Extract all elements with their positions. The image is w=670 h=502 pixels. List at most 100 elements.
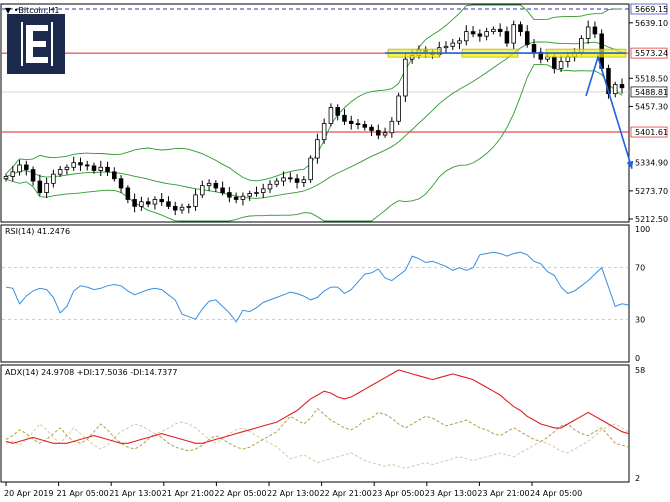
rsi-tick-label: 100 [635,225,650,234]
candle-body [524,31,530,45]
adx-label: ADX(14) 24.9708 +DI:17.5036 -DI:14.7377 [5,368,177,377]
time-tick-label: 23 Apr 13:00 [425,489,477,498]
symbol-label: ▼ •Bitcoin,H1 [5,6,60,15]
candle-body [125,187,131,200]
plus-di-line [5,407,629,452]
candle-body [342,114,347,122]
candle-body [403,58,408,97]
adx-tick-label: 2 [635,474,640,483]
level-label-box [630,3,668,15]
candle-body [538,51,544,60]
candle-body [247,193,252,197]
time-tick-label: 20 Apr 2019 [4,489,53,498]
bollinger-middle-band [5,41,623,199]
time-tick-label: 21 Apr 13:00 [109,489,161,498]
time-tick-label: 23 Apr 05:00 [372,489,424,498]
candle-body [376,130,381,136]
forecast-arrow-head [626,160,634,169]
rsi-series: 100 70 30 0 [2,225,650,363]
adx-pane [0,364,630,483]
candle-body [51,173,56,184]
price-pane [0,3,630,223]
candle-body [612,84,618,95]
candle-body [450,42,456,47]
price-tick-label: 5518.50 [635,74,668,83]
candle-body [281,177,286,182]
candle-body [24,164,29,170]
candle-body [477,33,483,37]
rsi-tick-label: 30 [635,315,645,324]
forecast-arrow [585,54,633,169]
candle-body [78,162,83,166]
candle-body [220,187,225,193]
price-tick-label: 5273.70 [635,187,668,196]
candle-body [57,169,63,175]
rsi-label: RSI(14) 41.2476 [5,227,70,236]
candle-body [91,165,97,171]
bollinger-upper-band [5,4,623,182]
candle-body [396,95,401,122]
candle-body [37,180,43,193]
candle-body [193,194,198,207]
candle-body [288,177,293,180]
candle-body [315,139,320,159]
candle-body [159,199,164,203]
price-tick-label: 5457.30 [635,102,668,111]
candle-body [335,107,340,116]
candle-body [348,120,354,124]
candle-body [321,123,327,141]
price-series: 5639.10 5518.50 5457.30 5334.90 5273.70 5212.… [2,3,668,224]
candle-body [206,182,212,187]
candle-body [227,192,232,198]
candle-body [98,166,104,171]
candle-body [118,178,124,189]
candle-body [585,26,591,39]
candle-body [491,28,496,33]
adx-tick-label: 58 [635,366,645,375]
candle-body [362,124,368,128]
candle-body [139,201,144,207]
candle-body [457,40,462,44]
bollinger-lower-band [5,64,623,222]
level-label-box [630,126,668,138]
candle-body [518,24,523,33]
price-tick-label: 5212.50 [635,215,668,224]
time-tick-label: 22 Apr 05:00 [214,489,266,498]
rsi-tick-label: 70 [635,264,645,273]
candle-body [233,196,239,200]
candle-body [464,31,469,42]
time-tick-label: 21 Apr 21:00 [162,489,214,498]
adx-series: 58 2 [5,366,645,483]
rsi-line [5,251,629,323]
candle-body [355,123,361,125]
candle-body [152,199,158,205]
candle-body [484,31,489,37]
candle-body [30,169,36,182]
candle-body [240,195,246,200]
candle-body [267,183,273,190]
price-level-label: 5573.24 [635,49,668,58]
time-tick-label: 22 Apr 21:00 [320,489,372,498]
time-tick-label: 21 Apr 05:00 [57,489,109,498]
candle-body [112,171,117,180]
candle-body [619,84,625,89]
candle-body [531,44,537,53]
price-level-label: 5669.15 [635,5,668,14]
candle-body [443,45,449,49]
candle-body [105,166,110,173]
candle-body [565,56,571,62]
candle-body [64,166,70,170]
candle-body [172,205,178,211]
candle-body [511,24,516,44]
broker-logo [7,14,65,74]
time-tick-label: 23 Apr 21:00 [477,489,529,498]
candle-body [200,185,205,196]
candle-body [592,26,598,35]
candle-body [213,182,219,189]
rsi-tick-label: 0 [635,354,640,363]
candle-body [308,157,313,181]
time-tick-label: 22 Apr 13:00 [267,489,319,498]
current-price-label: 5488.81 [635,88,668,97]
candle-body [369,126,374,131]
